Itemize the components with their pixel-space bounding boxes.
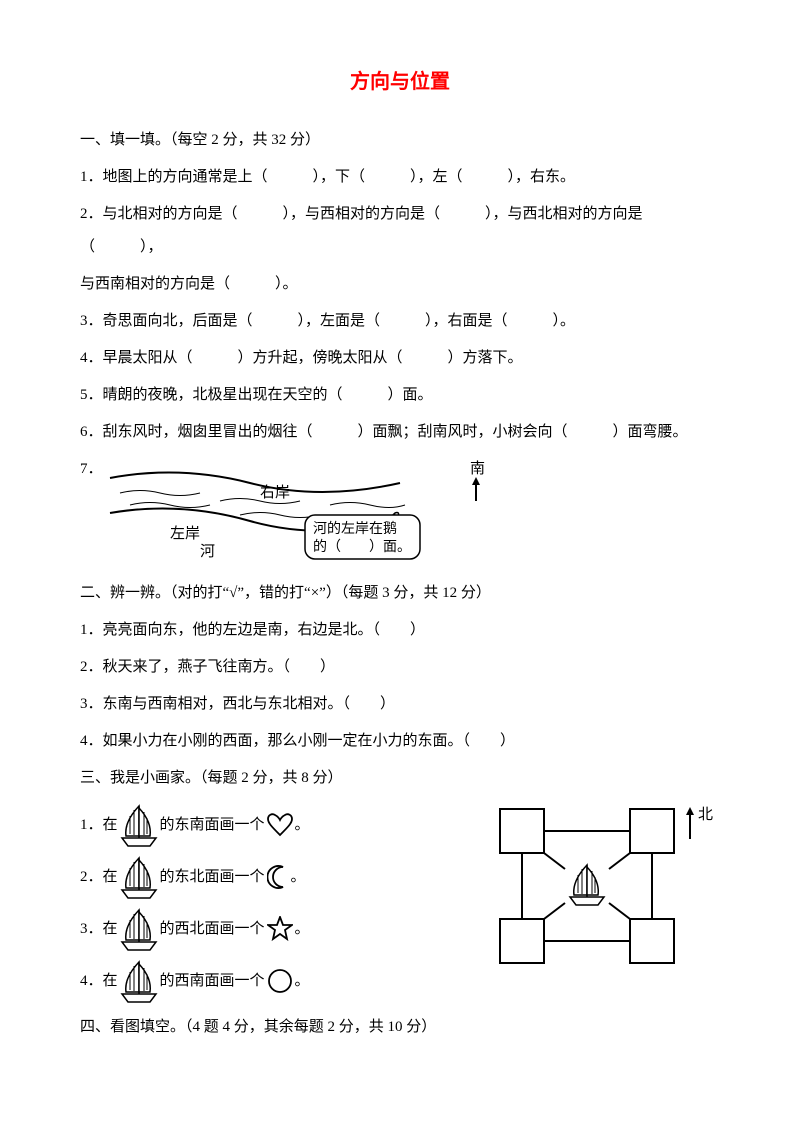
star-icon bbox=[267, 916, 293, 942]
heart-icon bbox=[267, 813, 293, 837]
section2-heading: 二、辨一辨。（对的打“√”，错的打“×”）（每题 3 分，共 12 分） bbox=[80, 577, 720, 610]
s2-q1: 1．亮亮面向东，他的左边是南，右边是北。（ ） bbox=[80, 614, 720, 647]
boat-icon bbox=[118, 854, 160, 900]
s3-q2: 2．在 的东北面画一个 。 bbox=[80, 851, 490, 903]
river-caption1: 河的左岸在鹅 bbox=[313, 520, 397, 537]
page-title: 方向与位置 bbox=[80, 60, 720, 104]
section1-heading: 一、填一填。（每空 2 分，共 32 分） bbox=[80, 124, 720, 157]
s1-q3: 3．奇思面向北，后面是（ ），左面是（ ），右面是（ ）。 bbox=[80, 305, 720, 338]
s3-q3a: 3．在 bbox=[80, 913, 118, 946]
river-left-label: 左岸 bbox=[170, 525, 200, 542]
s3-q3c: 。 bbox=[295, 913, 310, 946]
circle-icon bbox=[267, 968, 293, 994]
boat-icon bbox=[118, 906, 160, 952]
south-label: 南 bbox=[470, 460, 485, 477]
s1-q1: 1．地图上的方向通常是上（ ），下（ ），左（ ），右东。 bbox=[80, 161, 720, 194]
compass-grid-diagram: 北 bbox=[490, 799, 720, 969]
s1-q4: 4．早晨太阳从（ ）方升起，傍晚太阳从（ ）方落下。 bbox=[80, 342, 720, 375]
river-caption2: 的（ ）面。 bbox=[313, 539, 411, 555]
section3-heading: 三、我是小画家。（每题 2 分，共 8 分） bbox=[80, 762, 720, 795]
s3-q3: 3．在 的西北面画一个 。 bbox=[80, 903, 490, 955]
s2-q4: 4．如果小力在小刚的西面，那么小刚一定在小力的东面。（ ） bbox=[80, 725, 720, 758]
s2-q3: 3．东南与西南相对，西北与东北相对。（ ） bbox=[80, 688, 720, 721]
river-diagram: 左岸 右岸 河 南 河的左岸在鹅 的（ ）面。 bbox=[100, 453, 520, 573]
river-label: 河 bbox=[200, 543, 215, 560]
s3-q2b: 的东北面画一个 bbox=[160, 861, 265, 894]
s1-q2b: 与西南相对的方向是（ ）。 bbox=[80, 268, 720, 301]
s3-q1b: 的东南面画一个 bbox=[160, 809, 265, 842]
s1-q5: 5．晴朗的夜晚，北极星出现在天空的（ ）面。 bbox=[80, 379, 720, 412]
section4-heading: 四、看图填空。（4 题 4 分，其余每题 2 分，共 10 分） bbox=[80, 1011, 720, 1044]
s3-q2a: 2．在 bbox=[80, 861, 118, 894]
north-label: 北 bbox=[698, 806, 713, 823]
s1-q6: 6．刮东风时，烟囱里冒出的烟往（ ）面飘；刮南风时，小树会向（ ）面弯腰。 bbox=[80, 416, 720, 449]
s3-q4a: 4．在 bbox=[80, 965, 118, 998]
s1-q7-label: 7． bbox=[80, 453, 100, 486]
s3-q1a: 1．在 bbox=[80, 809, 118, 842]
s3-q1: 1．在 的东南面画一个 。 bbox=[80, 799, 490, 851]
s3-q2c: 。 bbox=[291, 861, 306, 894]
s1-q2: 2．与北相对的方向是（ ），与西相对的方向是（ ），与西北相对的方向是（ ）， bbox=[80, 198, 720, 264]
s3-q4b: 的西南面画一个 bbox=[160, 965, 265, 998]
s3-q4c: 。 bbox=[295, 965, 310, 998]
moon-icon bbox=[267, 865, 289, 889]
s2-q2: 2．秋天来了，燕子飞往南方。（ ） bbox=[80, 651, 720, 684]
boat-icon bbox=[118, 958, 160, 1004]
s3-q4: 4．在 的西南面画一个 。 bbox=[80, 955, 490, 1007]
s3-q3b: 的西北面画一个 bbox=[160, 913, 265, 946]
s3-q1c: 。 bbox=[295, 809, 310, 842]
boat-icon bbox=[118, 802, 160, 848]
river-right-label: 右岸 bbox=[260, 484, 290, 501]
